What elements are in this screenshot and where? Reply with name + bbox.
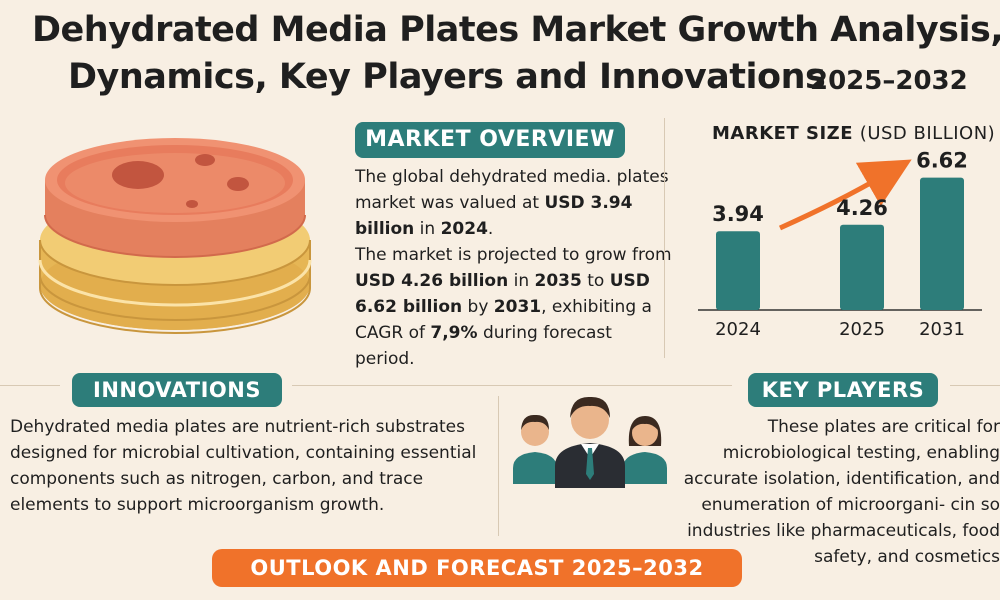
value-label-2025: 4.26 bbox=[836, 196, 888, 220]
overview-value-end: USD 6.62 billion bbox=[355, 271, 650, 317]
x-tick-label-2024: 2024 bbox=[715, 319, 761, 340]
person-right-icon bbox=[623, 416, 667, 484]
dish-top-agar bbox=[44, 138, 306, 258]
overview-paragraph-2: The market is projected to grow from USD… bbox=[355, 242, 675, 372]
chart-title: MARKET SIZE (USD BILLION) bbox=[712, 123, 995, 144]
market-size-bar-chart: 3.94 2024 4.26 2025 6.62 2031 bbox=[698, 150, 982, 340]
x-tick-label-2025: 2025 bbox=[839, 319, 885, 340]
overview-text: in bbox=[508, 271, 535, 291]
section-divider bbox=[292, 385, 732, 386]
person-center-icon bbox=[555, 396, 625, 488]
overview-text: The market is projected to grow from bbox=[355, 245, 672, 265]
overview-text: . bbox=[487, 219, 494, 239]
section-divider bbox=[950, 385, 1000, 386]
overview-text: during forecast period. bbox=[355, 323, 612, 369]
bar-2024 bbox=[716, 231, 760, 310]
title-years: 2025–2032 bbox=[810, 66, 968, 96]
x-tick-label-2031: 2031 bbox=[919, 319, 965, 340]
overview-text: to bbox=[581, 271, 610, 291]
overview-text: , exhibiting a CAGR of bbox=[355, 297, 652, 343]
bar-2025 bbox=[840, 224, 884, 310]
chart-title-text: MARKET SIZE bbox=[712, 123, 854, 144]
overview-year: 2031 bbox=[493, 297, 542, 317]
value-label-2031: 6.62 bbox=[916, 150, 968, 173]
overview-year: 2024 bbox=[440, 219, 488, 239]
overview-text: by bbox=[462, 297, 494, 317]
section-divider bbox=[664, 118, 665, 358]
overview-value-2024: USD 3.94 billion bbox=[355, 193, 633, 239]
page-title-line-2: Dynamics, Key Players and Innovations bbox=[68, 57, 826, 97]
innovations-text: Dehydrated media plates are nutrient-ric… bbox=[10, 417, 477, 515]
bar-2031 bbox=[920, 177, 964, 310]
overview-text: The global dehydrated media. plates mark… bbox=[355, 167, 669, 213]
overview-year: 2035 bbox=[534, 271, 582, 291]
outlook-forecast-banner: OUTLOOK AND FORECAST 2025–2032 bbox=[212, 549, 742, 587]
business-people-icon bbox=[513, 396, 667, 488]
trend-arrow bbox=[778, 159, 912, 231]
key-players-heading: KEY PLAYERS bbox=[748, 373, 938, 407]
section-divider bbox=[0, 385, 60, 386]
innovations-heading: INNOVATIONS bbox=[72, 373, 282, 407]
overview-paragraph-1: The global dehydrated media. plates mark… bbox=[355, 164, 675, 242]
key-players-text: These plates are critical for microbiolo… bbox=[683, 417, 1000, 567]
page-title-line-1: Dehydrated Media Plates Market Growth An… bbox=[32, 10, 1000, 50]
overview-text: in bbox=[414, 219, 441, 239]
chart-unit: (USD BILLION) bbox=[859, 123, 996, 144]
value-label-2024: 3.94 bbox=[712, 202, 764, 226]
market-overview-heading: MARKET OVERVIEW bbox=[355, 122, 625, 158]
overview-cagr: 7,9% bbox=[430, 323, 478, 343]
overview-value-start: USD 4.26 billion bbox=[355, 271, 509, 291]
section-divider bbox=[498, 396, 499, 536]
person-left-icon bbox=[513, 414, 557, 484]
petri-dish-stack-illustration bbox=[38, 138, 312, 334]
